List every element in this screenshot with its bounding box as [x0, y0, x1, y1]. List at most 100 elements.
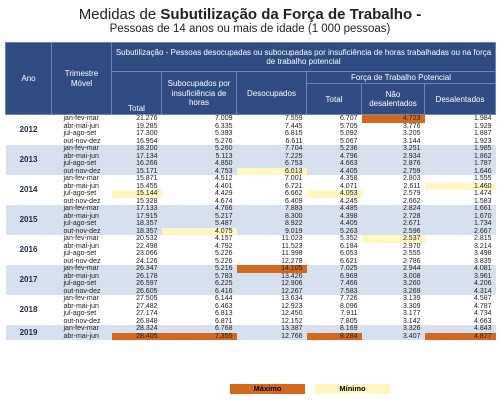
- data-table: Ano Trimestre Móvel Subutilização - Pess…: [5, 41, 497, 341]
- table-row: jul-ago-set 17.300 5.393 6.815 5.092 3.205 1.8…: [6, 130, 496, 138]
- value-cell: 5.352: [306, 235, 362, 243]
- value-cell: 15.871: [111, 175, 162, 183]
- header-cell: Não desalentados: [361, 83, 425, 116]
- value-cell: 3.205: [361, 130, 425, 138]
- value-cell: 3.142: [361, 317, 425, 326]
- period-cell: out-nov-dez: [51, 287, 112, 296]
- value-cell: 23.066: [111, 250, 162, 258]
- value-cell: 4.081: [424, 265, 496, 273]
- value-cell: 14.105: [236, 265, 307, 273]
- value-cell: 21.276: [111, 114, 162, 123]
- value-cell: 8.169: [306, 325, 362, 333]
- value-cell: 17.134: [111, 152, 162, 161]
- period-cell: out-nov-dez: [51, 197, 112, 206]
- value-cell: 3.177: [361, 310, 425, 318]
- value-cell: 4.663: [424, 317, 496, 326]
- value-cell: 1.887: [424, 130, 496, 138]
- value-cell: 7.225: [236, 152, 307, 161]
- period-cell: jan-fev-mar: [51, 114, 112, 123]
- value-cell: 8.284: [306, 332, 362, 341]
- value-cell: 2.579: [361, 190, 425, 198]
- value-cell: 1.985: [424, 145, 496, 153]
- table-row: out-nov-dez 18.357 4.075 9.019 5.263 2.596 2.6…: [6, 227, 496, 236]
- value-cell: 3.008: [361, 272, 425, 281]
- period-cell: abr-mai-jun: [51, 212, 112, 221]
- period-cell: abr-mai-jun: [51, 152, 112, 161]
- table-row: out-nov-dez 26.605 6.416 12.267 7.583 3.269 4.…: [6, 287, 496, 296]
- value-cell: 5.236: [306, 145, 362, 153]
- value-cell: 9.019: [236, 227, 307, 236]
- header-cell: Desalentados: [423, 83, 497, 116]
- value-cell: 5.216: [161, 265, 237, 273]
- subtitle: Pessoas de 14 anos ou mais de idade (1 0…: [109, 23, 391, 35]
- period-cell: jan-fev-mar: [51, 295, 112, 303]
- period-cell: jul-ago-set: [51, 310, 112, 318]
- period-cell: abr-mai-jun: [51, 182, 112, 191]
- value-cell: 5.393: [161, 130, 237, 138]
- value-cell: 6.871: [161, 317, 237, 326]
- value-cell: 6.335: [161, 122, 237, 131]
- value-cell: 6.813: [161, 310, 237, 318]
- header-cell: Total: [111, 70, 162, 116]
- value-cell: 11.523: [236, 242, 307, 251]
- value-cell: 5.226: [161, 250, 237, 258]
- value-cell: 15.455: [111, 182, 162, 191]
- period-cell: jul-ago-set: [51, 280, 112, 288]
- value-cell: 16.954: [111, 137, 162, 146]
- value-cell: 5.260: [161, 145, 237, 153]
- value-cell: 3.961: [424, 272, 496, 281]
- value-cell: 5.226: [161, 257, 237, 266]
- value-cell: 8.096: [306, 302, 362, 311]
- period-cell: jul-ago-set: [51, 250, 112, 258]
- period-cell: jul-ago-set: [51, 160, 112, 168]
- legend-max: Máximo: [230, 384, 305, 394]
- title-bold: Subutilização da Força de Trabalho -: [160, 6, 422, 23]
- table-row: out-nov-dez 15.171 4.753 6.013 4.405 2.759 1.6…: [6, 167, 496, 176]
- value-cell: 7.704: [236, 145, 307, 153]
- value-cell: 2.611: [361, 182, 425, 191]
- value-cell: 2.786: [361, 257, 425, 266]
- header-cell: Desocupados: [236, 70, 307, 116]
- value-cell: 6.815: [236, 130, 307, 138]
- value-cell: 19.285: [111, 122, 162, 131]
- value-cell: 12.766: [236, 332, 307, 341]
- year-cell: 2018: [5, 295, 52, 326]
- table-row: abr-mai-jun 27.482 6.463 12.923 8.096 3.309 4.…: [6, 302, 496, 311]
- table-row: jul-ago-set 26.597 6.225 12.906 7.466 3.260 4.…: [6, 280, 496, 288]
- table-body: 2012 jan-fev-mar 21.276 7.009 7.559 6.707 4.72…: [5, 114, 496, 341]
- value-cell: 17.915: [111, 212, 162, 221]
- value-cell: 6.463: [161, 302, 237, 311]
- value-cell: 6.753: [236, 160, 307, 168]
- value-cell: 4.071: [306, 182, 362, 191]
- value-cell: 26.848: [111, 317, 162, 326]
- value-cell: 4.398: [306, 212, 362, 221]
- value-cell: 3.309: [361, 302, 425, 311]
- value-cell: 4.512: [161, 175, 237, 183]
- value-cell: 3.326: [361, 325, 425, 333]
- period-cell: jul-ago-set: [51, 190, 112, 198]
- value-cell: 6.621: [306, 257, 362, 266]
- header-cell: Ano: [5, 41, 52, 116]
- value-cell: 3.260: [361, 280, 425, 288]
- table-row: abr-mai-jun 26.178 5.783 13.426 6.969 3.008 3.…: [6, 272, 496, 281]
- value-cell: 6.013: [236, 167, 307, 176]
- period-cell: abr-mai-jun: [51, 242, 112, 251]
- value-cell: 2.803: [361, 175, 425, 183]
- value-cell: 12.450: [236, 310, 307, 318]
- value-cell: 12.278: [236, 257, 307, 266]
- value-cell: 13.387: [236, 325, 307, 333]
- value-cell: 7.559: [236, 114, 307, 123]
- value-cell: 1.929: [424, 122, 496, 131]
- header-cell: Total: [306, 83, 362, 116]
- value-cell: 17.133: [111, 205, 162, 213]
- header-cell: Subocupados por insuficiência de horas: [161, 70, 237, 116]
- table-row: 2018 jan-fev-mar 27.505 6.144 13.634 7.726 3.1…: [5, 295, 496, 326]
- value-cell: 22.498: [111, 242, 162, 251]
- value-cell: 28.405: [111, 332, 162, 341]
- period-cell: abr-mai-jun: [51, 332, 112, 341]
- period-cell: jan-fev-mar: [51, 325, 112, 333]
- value-cell: 2.759: [361, 167, 425, 176]
- value-cell: 6.144: [161, 295, 237, 303]
- value-cell: 5.217: [161, 212, 237, 221]
- value-cell: 4.753: [161, 167, 237, 176]
